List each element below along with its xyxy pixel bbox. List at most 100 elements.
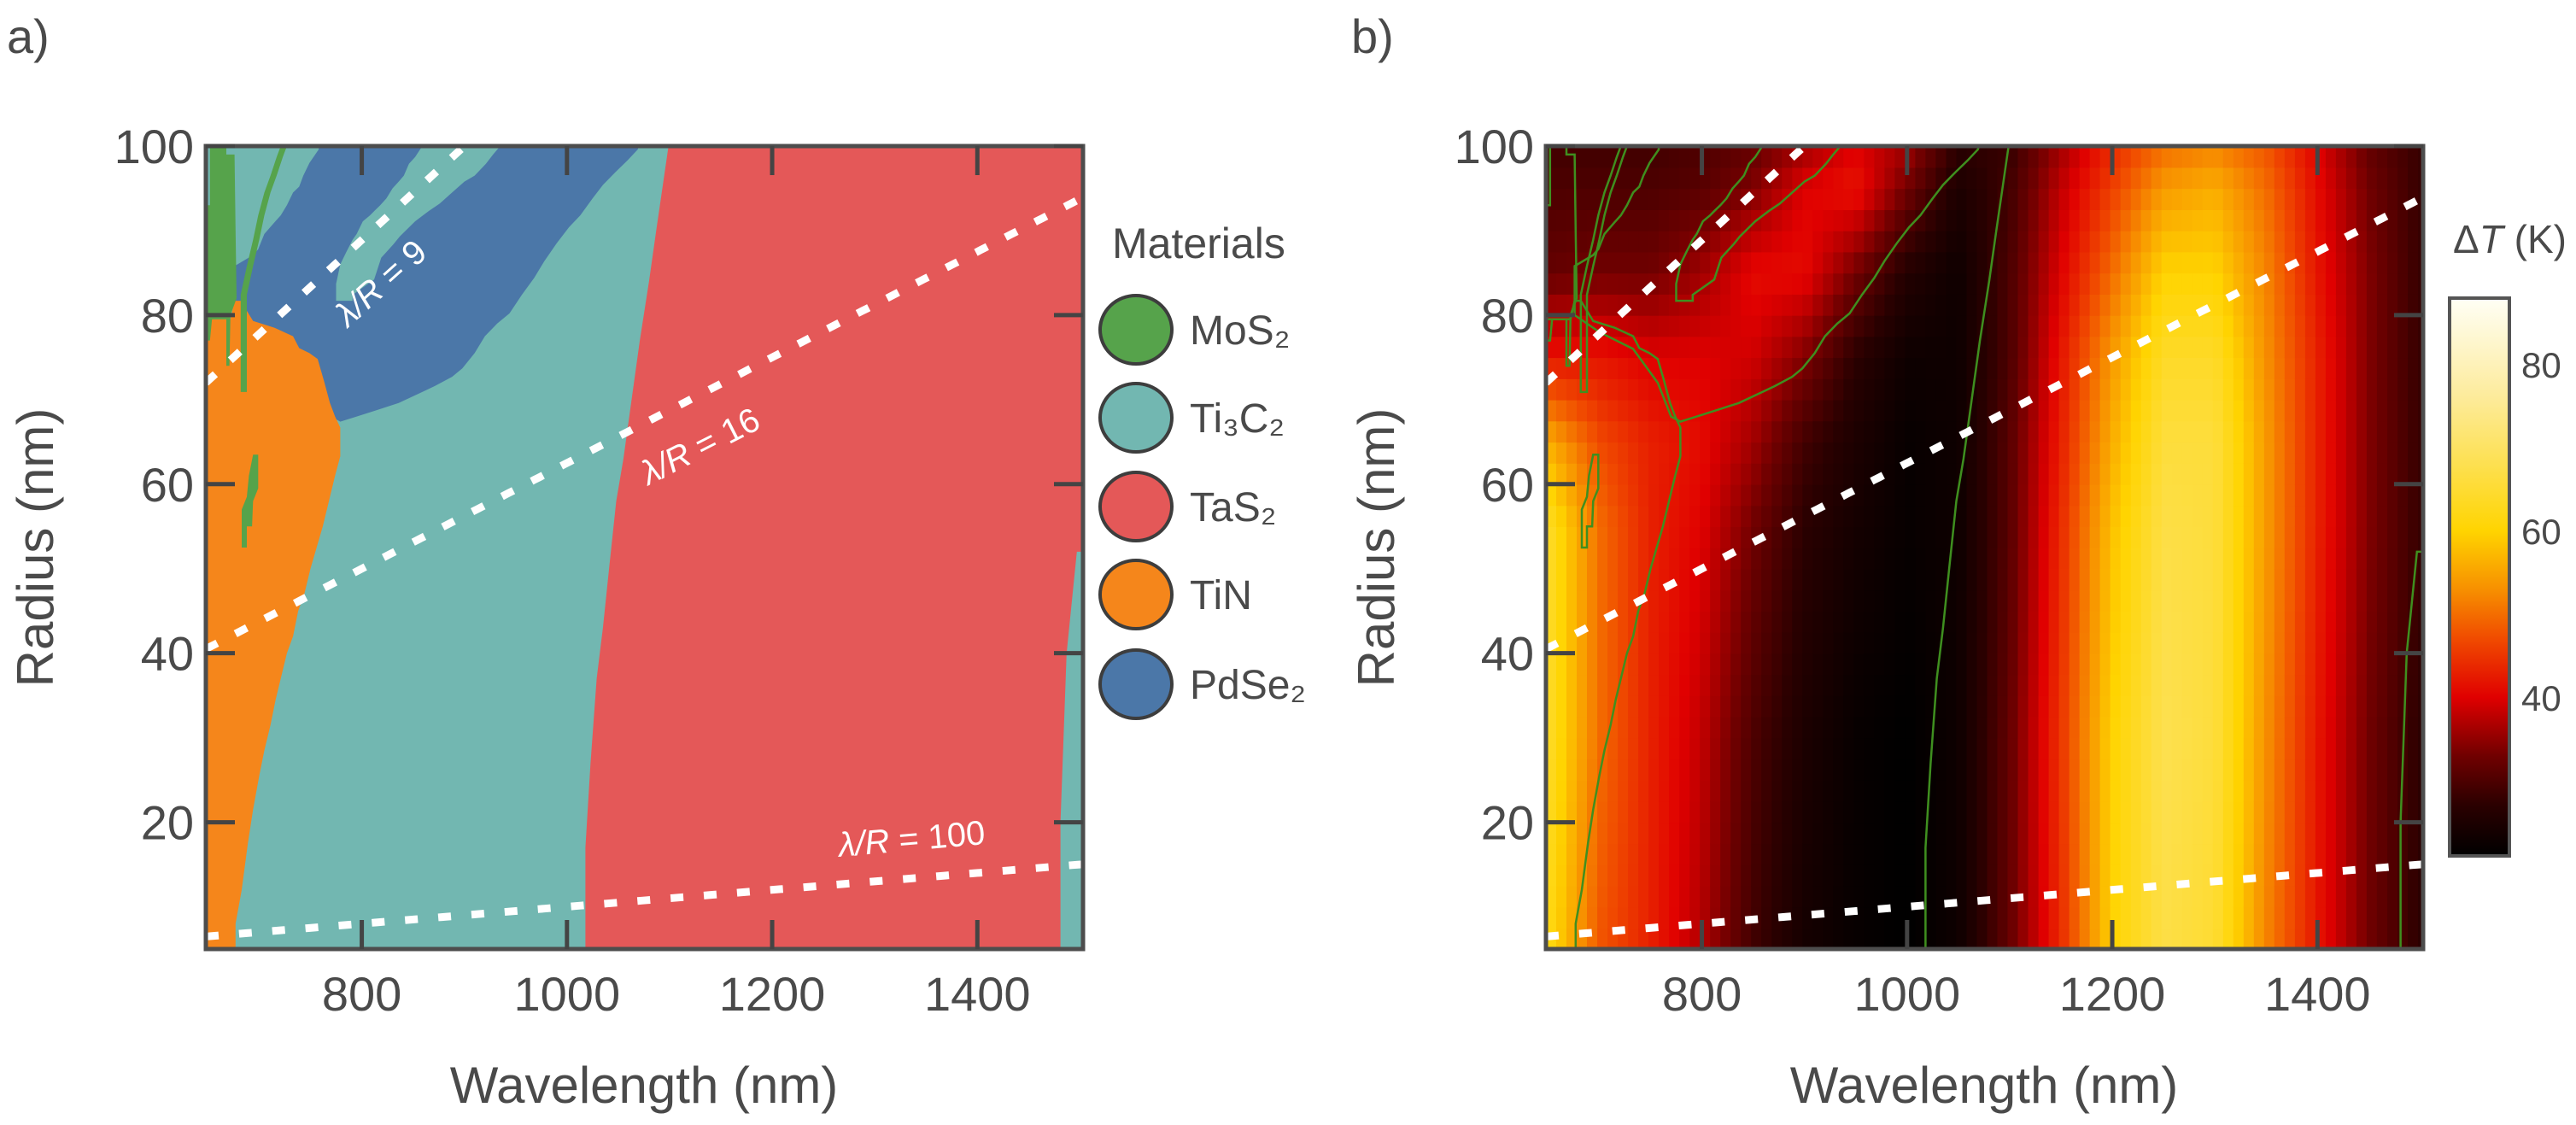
heatmap-cell xyxy=(1689,314,1701,337)
heatmap-cell xyxy=(1853,357,1865,379)
heatmap-cell xyxy=(2366,611,2378,633)
heatmap-cell xyxy=(2335,653,2347,676)
heatmap-cell xyxy=(1925,548,1937,570)
heatmap-cell xyxy=(1925,146,1937,168)
heatmap-cell xyxy=(1730,928,1742,949)
heatmap-cell xyxy=(2202,548,2214,570)
heatmap-cell xyxy=(1997,209,2009,231)
heatmap-cell xyxy=(2110,800,2122,823)
heatmap-cell xyxy=(2069,357,2081,379)
heatmap-cell xyxy=(2418,716,2423,739)
heatmap-cell xyxy=(2058,885,2070,908)
heatmap-cell xyxy=(2356,483,2368,507)
heatmap-cell xyxy=(1792,526,1804,548)
colorbar-tick-label: 60 xyxy=(2521,512,2561,552)
heatmap-cell xyxy=(2304,885,2316,908)
heatmap-cell xyxy=(2017,906,2029,929)
heatmap-cell xyxy=(1741,146,1752,168)
heatmap-cell xyxy=(1884,800,1896,823)
heatmap-cell xyxy=(2048,631,2060,654)
heatmap-cell xyxy=(2387,314,2398,337)
heatmap-cell xyxy=(2192,759,2204,781)
heatmap-cell xyxy=(2408,167,2419,190)
heatmap-cell xyxy=(2069,230,2081,253)
heatmap-cell xyxy=(2120,378,2132,401)
heatmap-cell xyxy=(1597,442,1608,464)
heatmap-cell xyxy=(2304,843,2316,865)
heatmap-cell xyxy=(1556,420,1567,443)
heatmap-cell xyxy=(2171,505,2183,527)
heatmap-cell xyxy=(2069,505,2081,527)
heatmap-cell xyxy=(1946,716,1958,739)
heatmap-cell xyxy=(1802,526,1814,548)
heatmap-cell xyxy=(2079,505,2091,527)
heatmap-cell xyxy=(1833,420,1845,443)
heatmap-cell xyxy=(2048,568,2060,591)
heatmap-cell xyxy=(2345,568,2357,591)
heatmap-cell xyxy=(1679,167,1690,190)
heatmap-cell xyxy=(1802,885,1814,908)
heatmap-cell xyxy=(1976,548,1988,570)
heatmap-cell xyxy=(1874,167,1886,190)
heatmap-cell xyxy=(2151,611,2163,633)
heatmap-cell xyxy=(1987,928,1999,949)
heatmap-cell xyxy=(2387,822,2398,845)
heatmap-cell xyxy=(1935,209,1947,231)
heatmap-cell xyxy=(1997,442,2009,464)
heatmap-cell xyxy=(1700,188,1711,210)
heatmap-cell xyxy=(1956,885,1968,908)
heatmap-cell xyxy=(1597,420,1608,443)
heatmap-cell xyxy=(1597,548,1608,570)
heatmap-cell xyxy=(1679,526,1690,548)
heatmap-cell xyxy=(2243,442,2255,464)
heatmap-cell xyxy=(2243,695,2255,718)
heatmap-cell xyxy=(1556,611,1567,633)
heatmap-cell xyxy=(1566,864,1578,887)
heatmap-cell xyxy=(2408,483,2419,507)
heatmap-cell xyxy=(1556,378,1567,401)
heatmap-cell xyxy=(2294,737,2306,760)
heatmap-cell xyxy=(2171,906,2183,929)
heatmap-cell xyxy=(1659,251,1670,274)
heatmap-cell xyxy=(2284,548,2296,570)
heatmap-cell xyxy=(1997,336,2009,359)
heatmap-cell xyxy=(1823,843,1835,865)
heatmap-cell xyxy=(1987,864,1999,887)
heatmap-cell xyxy=(2408,336,2419,359)
heatmap-cell xyxy=(1946,420,1958,443)
heatmap-cell xyxy=(2366,780,2378,802)
heatmap-cell xyxy=(1894,188,1906,210)
heatmap-cell xyxy=(1689,822,1701,845)
heatmap-cell xyxy=(1843,759,1855,781)
heatmap-cell xyxy=(1843,336,1855,359)
heatmap-cell xyxy=(2171,483,2183,507)
heatmap-cell xyxy=(2325,188,2337,210)
heatmap-cell xyxy=(1638,251,1649,274)
heatmap-cell xyxy=(2325,209,2337,231)
heatmap-cell xyxy=(2243,420,2255,443)
heatmap-cell xyxy=(2376,314,2388,337)
heatmap-cell xyxy=(2335,759,2347,781)
heatmap-cell xyxy=(1771,251,1783,274)
heatmap-cell xyxy=(1587,420,1598,443)
heatmap-cell xyxy=(2038,906,2050,929)
heatmap-cell xyxy=(2274,737,2286,760)
heatmap-cell xyxy=(1792,209,1804,231)
heatmap-cell xyxy=(1730,146,1742,168)
heatmap-cell xyxy=(1925,420,1937,443)
heatmap-cell xyxy=(2120,442,2132,464)
heatmap-cell xyxy=(1823,759,1835,781)
heatmap-cell xyxy=(2243,653,2255,676)
heatmap-cell xyxy=(2089,780,2101,802)
heatmap-cell xyxy=(2079,146,2091,168)
heatmap-cell xyxy=(1792,885,1804,908)
heatmap-cell xyxy=(1915,357,1927,379)
heatmap-cell xyxy=(1935,420,1947,443)
heatmap-cell xyxy=(1597,674,1608,696)
heatmap-cell xyxy=(1546,442,1557,464)
heatmap-cell xyxy=(2263,568,2275,591)
heatmap-cell xyxy=(2202,146,2214,168)
heatmap-cell xyxy=(2181,314,2193,337)
heatmap-cell xyxy=(1700,399,1711,422)
heatmap-cell xyxy=(1894,146,1906,168)
